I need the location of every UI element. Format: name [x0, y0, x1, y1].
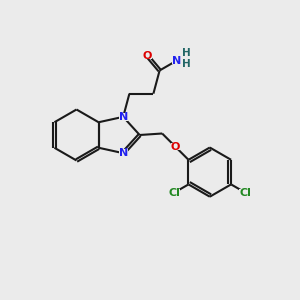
Text: H: H	[182, 59, 190, 69]
Bar	[168, 189, 180, 196]
Bar	[119, 113, 128, 121]
Text: Cl: Cl	[168, 188, 180, 198]
Text: Cl: Cl	[239, 188, 251, 198]
Bar	[119, 149, 128, 157]
Text: N: N	[172, 56, 181, 66]
Text: H: H	[182, 48, 190, 58]
Text: O: O	[171, 142, 180, 152]
Bar	[171, 143, 179, 150]
Bar	[239, 189, 251, 196]
Bar	[142, 52, 152, 59]
Text: O: O	[142, 50, 152, 61]
Bar	[172, 57, 181, 64]
Text: N: N	[118, 148, 128, 158]
Text: N: N	[118, 112, 128, 122]
